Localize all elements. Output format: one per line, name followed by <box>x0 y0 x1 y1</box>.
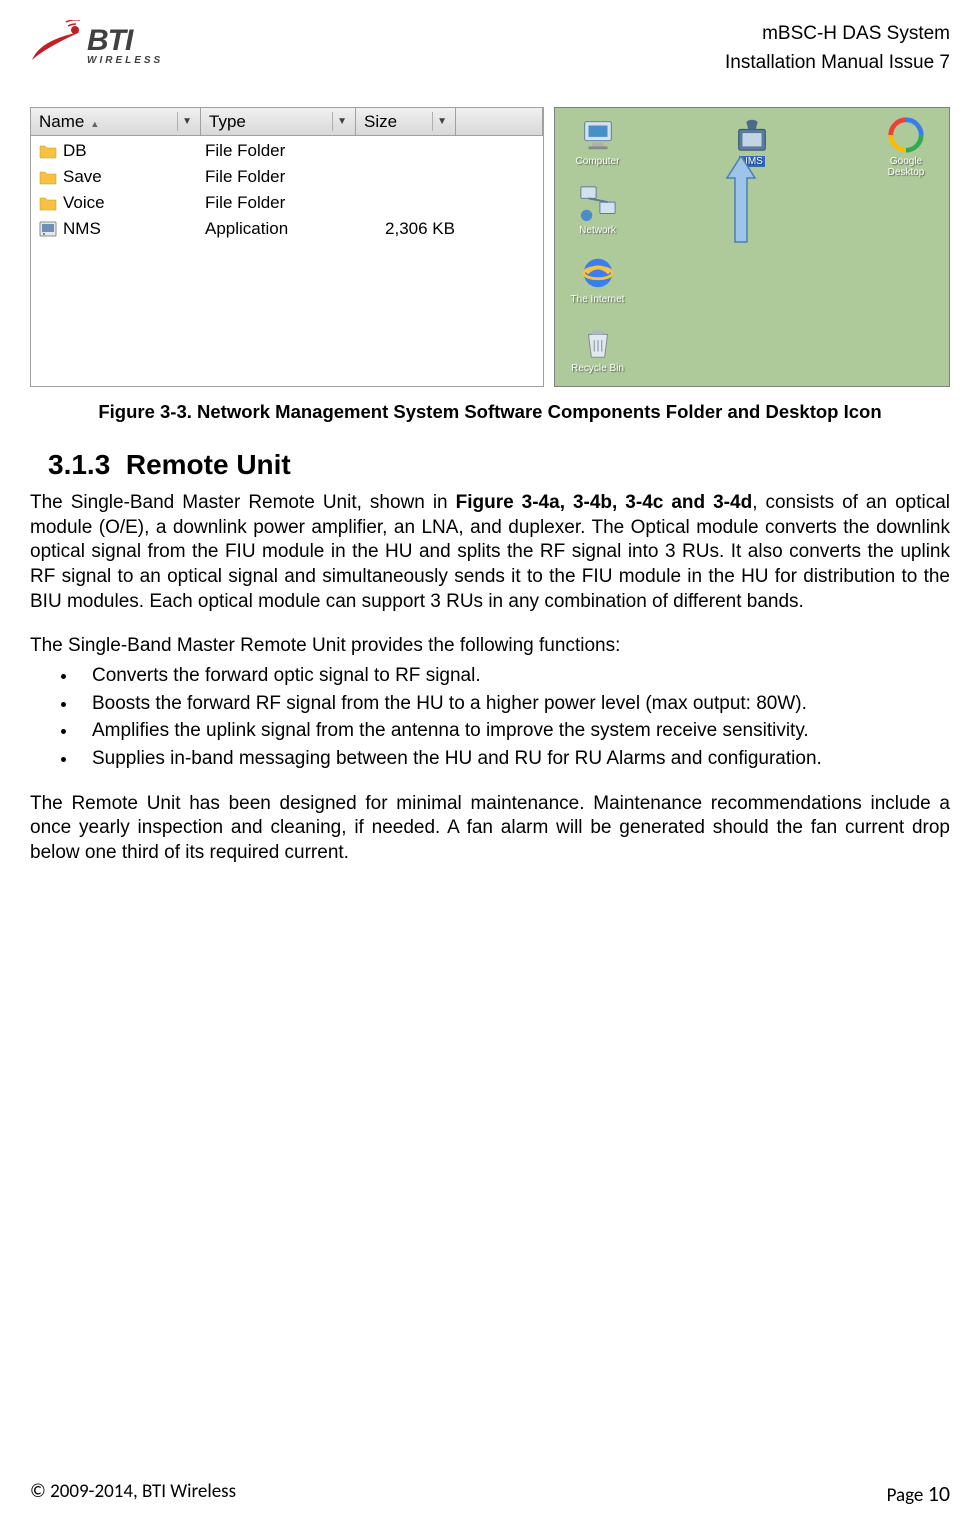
explorer-body: DBFile FolderSaveFile FolderVoiceFile Fo… <box>31 136 543 244</box>
file-type: Application <box>205 219 360 239</box>
callout-arrow-icon <box>721 156 761 246</box>
file-row[interactable]: VoiceFile Folder <box>31 190 543 216</box>
desktop-screenshot: Computer Network The Internet Recycle Bin N… <box>554 107 951 387</box>
desktop-icon-label: Network <box>579 225 616 236</box>
file-type: File Folder <box>205 141 360 161</box>
list-item: Converts the forward optic signal to RF … <box>78 663 950 689</box>
page-number: Page 10 <box>887 1480 950 1507</box>
explorer-column-headers: Name▲ ▼ Type ▼ Size ▼ <box>31 108 543 136</box>
list-item: Amplifies the uplink signal from the ant… <box>78 718 950 744</box>
desktop-icon-label: The Internet <box>571 294 625 305</box>
file-row[interactable]: NMSApplication2,306 KB <box>31 216 543 242</box>
doc-title-line2: Installation Manual Issue 7 <box>725 49 950 78</box>
list-intro: The Single-Band Master Remote Unit provi… <box>30 634 950 659</box>
logo-text: BTI WIRELESS <box>87 26 163 66</box>
google-swirl-icon <box>886 116 926 154</box>
copyright-text: © 2009-2014, BTI Wireless <box>30 1480 236 1507</box>
desktop-icon-label: Recycle Bin <box>571 363 624 374</box>
desktop-recycle-icon[interactable]: Recycle Bin <box>563 323 633 374</box>
logo: BTI WIRELESS <box>30 20 163 72</box>
column-size-header[interactable]: Size ▼ <box>356 108 456 135</box>
file-row[interactable]: DBFile Folder <box>31 138 543 164</box>
paragraph-1: The Single-Band Master Remote Unit, show… <box>30 491 950 614</box>
file-name: Save <box>63 167 205 187</box>
paragraph-2: The Remote Unit has been designed for mi… <box>30 792 950 866</box>
section-title: Remote Unit <box>126 449 291 480</box>
file-name: NMS <box>63 219 205 239</box>
dropdown-icon[interactable]: ▼ <box>332 112 347 131</box>
doc-title-line1: mBSC-H DAS System <box>725 20 950 49</box>
page-footer: © 2009-2014, BTI Wireless Page 10 <box>30 1480 950 1507</box>
page-header: BTI WIRELESS mBSC-H DAS System Installat… <box>30 20 950 77</box>
desktop-icon-label: Google Desktop <box>871 156 941 178</box>
figure-row: Name▲ ▼ Type ▼ Size ▼ DBFile FolderSaveF… <box>30 107 950 387</box>
explorer-window: Name▲ ▼ Type ▼ Size ▼ DBFile FolderSaveF… <box>30 107 544 387</box>
function-list: Converts the forward optic signal to RF … <box>78 663 950 772</box>
dropdown-icon[interactable]: ▼ <box>177 112 192 131</box>
desktop-right-column: Google Desktop <box>871 116 941 378</box>
logo-bti: BTI <box>87 26 163 56</box>
file-type: File Folder <box>205 167 360 187</box>
desktop-google-icon[interactable]: Google Desktop <box>871 116 941 178</box>
nms-app-icon <box>732 116 772 154</box>
figure-caption: Figure 3-3. Network Management System So… <box>30 401 950 423</box>
file-name: DB <box>63 141 205 161</box>
desktop-ie-icon[interactable]: The Internet <box>563 254 633 305</box>
file-name: Voice <box>63 193 205 213</box>
list-item: Supplies in-band messaging between the H… <box>78 746 950 772</box>
dropdown-icon[interactable]: ▼ <box>432 112 447 131</box>
sort-ascending-icon: ▲ <box>90 119 99 129</box>
logo-swoosh-icon <box>30 20 82 72</box>
file-size: 2,306 KB <box>360 219 455 239</box>
list-item: Boosts the forward RF signal from the HU… <box>78 691 950 717</box>
section-number: 3.1.3 <box>48 449 110 480</box>
desktop-icon-label: Computer <box>576 156 620 167</box>
file-row[interactable]: SaveFile Folder <box>31 164 543 190</box>
logo-wireless: WIRELESS <box>87 56 163 66</box>
desktop-network-icon[interactable]: Network <box>563 185 633 236</box>
file-type: File Folder <box>205 193 360 213</box>
column-end <box>456 108 543 135</box>
desktop-computer-icon[interactable]: Computer <box>563 116 633 167</box>
column-name-header[interactable]: Name▲ ▼ <box>31 108 201 135</box>
column-type-header[interactable]: Type ▼ <box>201 108 356 135</box>
figure-reference: Figure 3-4a, 3-4b, 3-4c and 3-4d <box>456 492 753 513</box>
doc-title-block: mBSC-H DAS System Installation Manual Is… <box>725 20 950 77</box>
section-heading: 3.1.3 Remote Unit <box>48 449 950 481</box>
desktop-left-column: Computer Network The Internet Recycle Bin <box>563 116 633 378</box>
